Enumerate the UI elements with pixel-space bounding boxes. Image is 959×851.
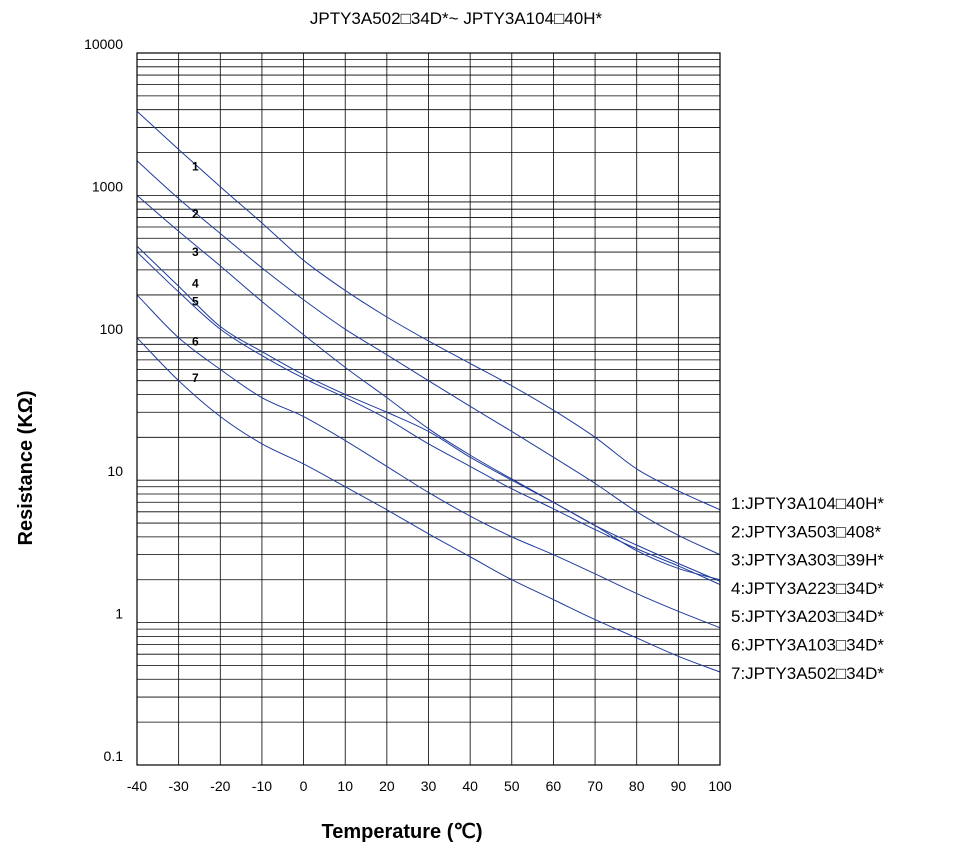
x-tick-labels: -40 -30 -20 -10 0 10 20 30 40 50 60 70 80 90 100 (127, 778, 732, 794)
curve-labels: 1 2 3 4 5 6 7 (192, 159, 199, 385)
legend-entry: 1:JPTY3A104□40H* (731, 494, 884, 513)
y-tick-label: 0.1 (104, 748, 124, 764)
x-axis-label: Temperature (℃) (321, 821, 482, 843)
series-number-label: 1 (192, 159, 199, 173)
curves (136, 110, 721, 673)
x-tick-label: 100 (708, 778, 732, 794)
series-line-1 (136, 110, 721, 511)
x-tick-label: 0 (300, 778, 308, 794)
x-tick-label: 60 (546, 778, 562, 794)
series-number-label: 2 (192, 207, 199, 221)
x-tick-label: -20 (210, 778, 230, 794)
legend-entry: 4:JPTY3A223□34D* (731, 579, 884, 598)
series-line-6 (136, 294, 721, 629)
series-line-2 (136, 160, 721, 556)
series-line-7 (136, 337, 721, 673)
x-tick-label: 50 (504, 778, 520, 794)
x-tick-label: 80 (629, 778, 645, 794)
x-tick-label: -40 (127, 778, 147, 794)
x-tick-label: 90 (671, 778, 687, 794)
x-tick-label: 20 (379, 778, 395, 794)
y-tick-label: 10 (107, 463, 123, 479)
y-axis-label: Resistance (KΩ) (15, 391, 37, 546)
grid (136, 53, 721, 766)
legend-entry: 7:JPTY3A502□34D* (731, 664, 884, 683)
series-number-label: 5 (192, 294, 199, 308)
legend-entry: 5:JPTY3A203□34D* (731, 607, 884, 626)
y-tick-label: 1000 (92, 178, 123, 194)
plot-frame (136, 52, 721, 766)
y-tick-label: 10000 (84, 36, 123, 52)
x-tick-label: 40 (462, 778, 478, 794)
legend-entry: 6:JPTY3A103□34D* (731, 636, 884, 655)
x-tick-label: 30 (421, 778, 437, 794)
x-tick-label: 10 (337, 778, 353, 794)
series-line-4 (136, 245, 721, 582)
series-number-label: 6 (192, 335, 199, 349)
y-tick-labels: 0.1 1 10 100 1000 10000 (84, 36, 123, 764)
chart-title: JPTY3A502□34D*~ JPTY3A104□40H* (310, 9, 603, 28)
legend: 1:JPTY3A104□40H* 2:JPTY3A503□408* 3:JPTY3A… (731, 494, 884, 683)
legend-entry: 2:JPTY3A503□408* (731, 522, 882, 541)
series-number-label: 7 (192, 371, 199, 385)
x-tick-label: 70 (587, 778, 603, 794)
legend-entry: 3:JPTY3A303□39H* (731, 551, 884, 570)
y-tick-label: 100 (100, 321, 124, 337)
x-tick-label: -30 (169, 778, 189, 794)
y-tick-label: 1 (115, 606, 123, 622)
series-line-5 (136, 251, 721, 586)
series-number-label: 3 (192, 245, 199, 259)
x-tick-label: -10 (252, 778, 272, 794)
series-number-label: 4 (192, 277, 199, 291)
